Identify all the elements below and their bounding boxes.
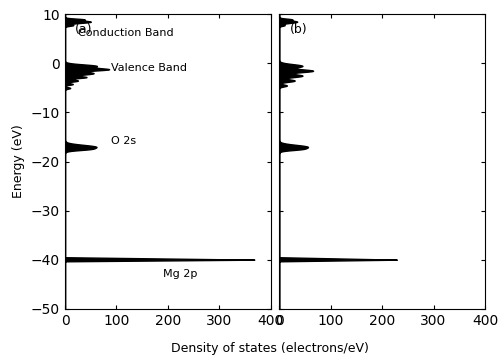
Text: (b): (b) xyxy=(290,23,307,36)
Text: Conduction Band: Conduction Band xyxy=(78,28,174,38)
Text: O 2s: O 2s xyxy=(112,136,136,146)
Text: Density of states (electrons/eV): Density of states (electrons/eV) xyxy=(171,342,369,355)
Text: Valence Band: Valence Band xyxy=(112,63,188,73)
Y-axis label: Energy (eV): Energy (eV) xyxy=(12,125,26,199)
Text: Mg 2p: Mg 2p xyxy=(163,269,197,279)
Text: (a): (a) xyxy=(76,23,93,36)
